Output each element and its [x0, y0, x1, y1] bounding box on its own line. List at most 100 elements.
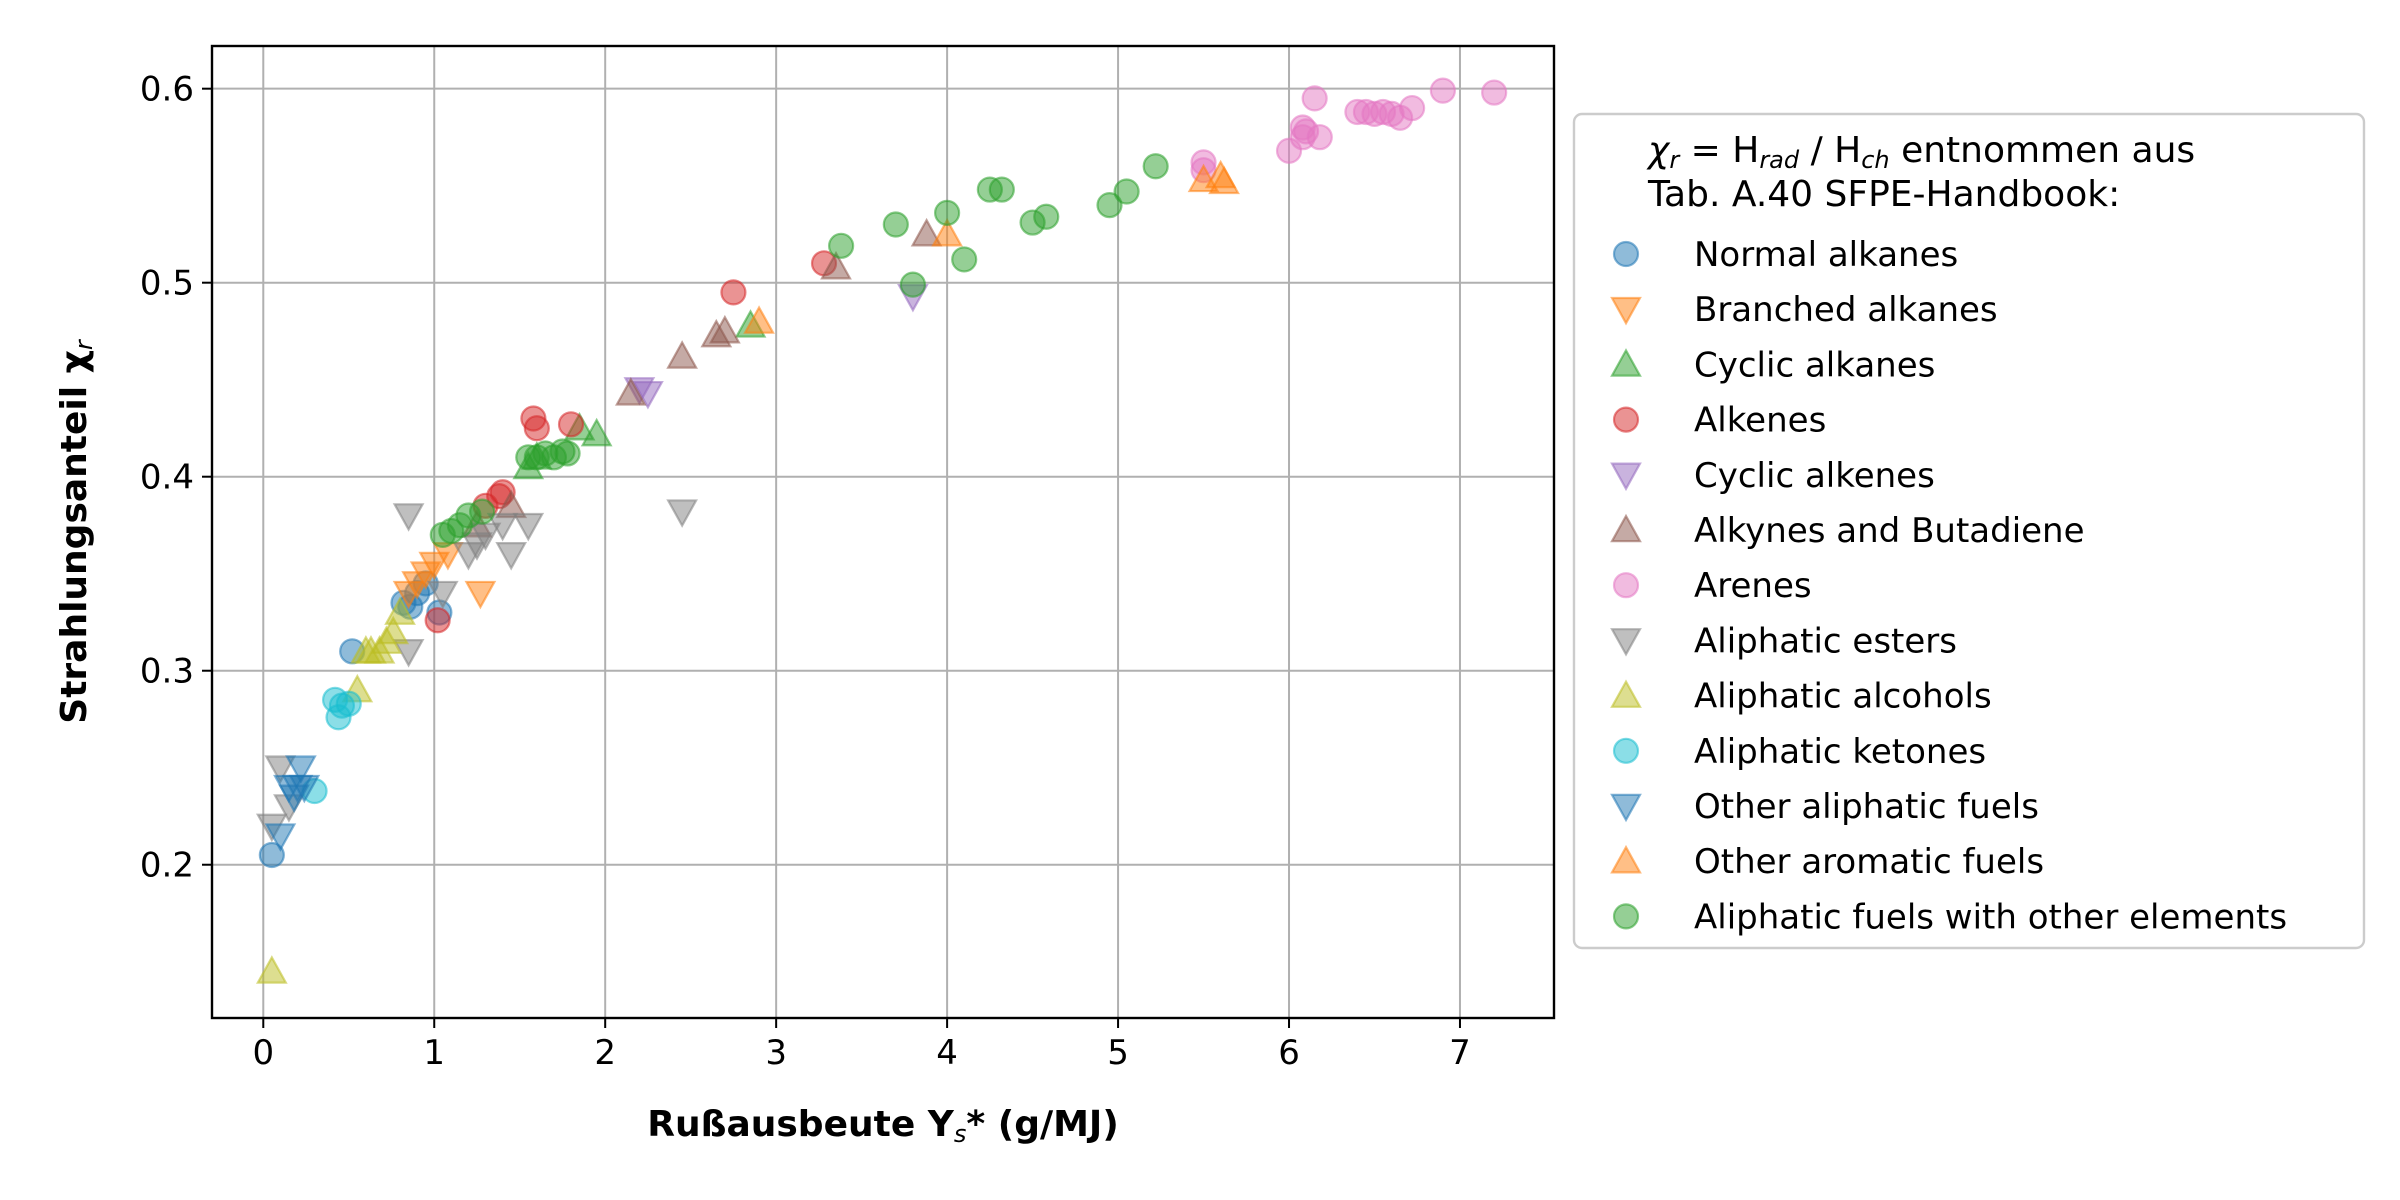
data-point	[464, 580, 497, 610]
legend-entry: Cyclic alkanes	[1610, 345, 1935, 385]
data-point	[554, 440, 581, 467]
series-aliphatic-fuels-with-other-elements	[429, 153, 1169, 549]
legend-marker	[1612, 903, 1640, 930]
y-axis-title-sub: r	[70, 338, 98, 350]
legend-label: Other aromatic fuels	[1694, 842, 2044, 882]
legend-entry: Alkenes	[1612, 401, 1826, 441]
legend-marker	[1610, 628, 1642, 657]
legend-entry: Aliphatic esters	[1610, 621, 1957, 661]
data-point	[666, 499, 698, 528]
data-point	[418, 551, 451, 581]
data-point	[614, 377, 647, 406]
data-point	[580, 417, 613, 447]
data-point	[285, 755, 317, 784]
legend-marker	[1610, 679, 1642, 708]
series-aliphatic-esters	[255, 499, 698, 843]
data-point	[258, 841, 285, 869]
data-point	[264, 755, 297, 784]
data-point	[951, 246, 978, 273]
data-point	[335, 690, 362, 717]
legend-label: Other aliphatic fuels	[1694, 787, 2039, 827]
data-point	[988, 176, 1015, 203]
y-tick-label: 0.5	[140, 264, 194, 304]
data-point	[910, 217, 943, 247]
legend-label: Aliphatic alcohols	[1694, 677, 1992, 717]
series-aliphatic-ketones	[301, 686, 362, 805]
legend-entry: Aliphatic alcohols	[1610, 677, 1992, 717]
legend-marker	[1610, 296, 1642, 326]
series-other-aromatic-fuels	[743, 159, 1240, 334]
data-point	[426, 580, 459, 610]
legend-marker	[1612, 572, 1640, 599]
legend-ch-sub: ch	[1861, 146, 1889, 174]
legend: χr = Hrad / Hch entnommen aus Tab. A.40 …	[1572, 112, 2366, 950]
legend-entries: Normal alkanes Branched alkanes Cyclic alk…	[1610, 235, 2287, 937]
legend-entry: Aliphatic fuels with other elements	[1612, 897, 2287, 937]
legend-marker	[1610, 462, 1642, 492]
legend-label: Branched alkanes	[1694, 290, 1998, 330]
data-point	[486, 512, 519, 542]
legend-eq-h: = H	[1679, 130, 1759, 171]
data-point	[882, 211, 909, 238]
y-axis-title: Strahlungsanteil χr	[54, 338, 98, 724]
legend-entry: Alkynes and Butadiene	[1610, 511, 2085, 551]
y-tick-label: 0.3	[140, 652, 194, 692]
data-point	[632, 380, 664, 410]
y-tick-label: 0.6	[140, 70, 194, 110]
legend-entry: Aliphatic ketones	[1612, 732, 1986, 772]
legend-label: Aliphatic fuels with other elements	[1694, 897, 2287, 937]
series-branched-alkanes	[392, 542, 497, 610]
data-point	[720, 279, 747, 306]
legend-entry: Other aromatic fuels	[1610, 842, 2044, 882]
y-axis-title-main: Strahlungsanteil χ	[54, 350, 95, 724]
legend-marker	[1612, 406, 1640, 433]
legend-title-line1: χr = Hrad / Hch entnommen aus	[1646, 130, 2195, 174]
x-tick-label: 5	[1107, 1033, 1129, 1073]
legend-label: Aliphatic esters	[1694, 621, 1957, 661]
data-point	[557, 411, 585, 438]
data-point	[392, 639, 425, 668]
x-axis-title-main: Rußausbeute Y	[647, 1104, 955, 1145]
series-normal-alkanes	[258, 570, 453, 869]
data-point	[820, 250, 852, 280]
data-point	[1033, 203, 1060, 230]
series-aliphatic-alcohols	[255, 596, 416, 984]
x-tick-label: 3	[765, 1033, 787, 1073]
legend-box	[1572, 112, 2366, 950]
data-point	[1096, 191, 1123, 219]
data-point	[255, 955, 288, 984]
y-tick-label: 0.2	[140, 846, 194, 886]
legend-marker	[1610, 513, 1642, 543]
data-point	[523, 415, 550, 442]
legend-label: Alkenes	[1694, 401, 1826, 441]
series-arenes	[1190, 77, 1508, 184]
data-point	[512, 512, 545, 542]
x-tick-label: 4	[936, 1033, 958, 1073]
data-point	[1301, 85, 1328, 112]
data-point	[1399, 94, 1426, 122]
data-point	[469, 498, 496, 525]
plot-frame	[210, 44, 1556, 1020]
x-axis-title: Rußausbeute Ys* (g/MJ)	[647, 1104, 1119, 1148]
data-point	[1481, 79, 1508, 106]
x-tick-label: 7	[1449, 1033, 1471, 1073]
legend-marker	[1610, 793, 1642, 823]
legend-entry: Cyclic alkenes	[1610, 456, 1935, 496]
legend-tail: entnommen aus	[1890, 130, 2196, 171]
legend-label: Cyclic alkanes	[1694, 345, 1935, 385]
data-point	[743, 305, 775, 334]
legend-marker	[1610, 348, 1642, 377]
y-axis-ticks: 0.2 0.3 0.4 0.5 0.6	[140, 70, 212, 886]
data-point	[424, 607, 451, 634]
x-axis-title-suffix: * (g/MJ)	[966, 1104, 1118, 1145]
legend-label: Alkynes and Butadiene	[1694, 511, 2085, 551]
data-point	[934, 199, 961, 226]
data-point	[828, 232, 855, 259]
data-point	[899, 271, 927, 298]
x-tick-label: 1	[423, 1033, 445, 1073]
data-point	[931, 217, 963, 247]
legend-chi: χ	[1646, 130, 1671, 171]
legend-label: Normal alkanes	[1694, 235, 1958, 275]
legend-marker	[1612, 240, 1640, 268]
